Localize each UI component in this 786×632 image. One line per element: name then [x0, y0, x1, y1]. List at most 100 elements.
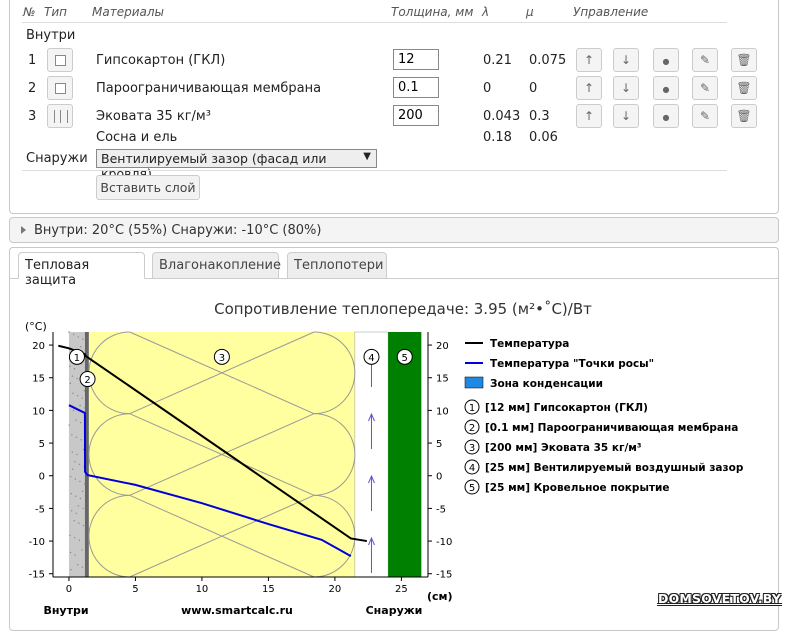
- header-divider: [22, 22, 727, 23]
- insert-layer-button[interactable]: Вставить слой: [96, 175, 200, 200]
- insulation-loop-left: [88, 494, 130, 578]
- trash-icon: 🗑: [736, 109, 752, 123]
- results-panel: Тепловая защита Влагонакопление Теплопот…: [9, 247, 779, 631]
- gypsum-speckle: [72, 409, 75, 412]
- layer-type-button[interactable]: [47, 76, 73, 100]
- layer-type-button[interactable]: [47, 104, 73, 128]
- gypsum-speckle: [79, 497, 82, 500]
- insulation-pattern: [88, 331, 356, 578]
- tab-heat-loss[interactable]: Теплопотери: [287, 252, 387, 279]
- x-tick-label: 5: [132, 584, 138, 595]
- col-type-header: Тип: [44, 5, 67, 19]
- gypsum-speckle: [69, 365, 71, 367]
- bottom-left-label: Внутри: [43, 604, 88, 617]
- extra-row-mu: 0.06: [529, 130, 558, 145]
- tab-moisture[interactable]: Влагонакопление: [152, 252, 281, 279]
- legend-layer-label: [12 мм] Гипсокартон (ГКЛ): [485, 402, 648, 414]
- thickness-input[interactable]: [393, 105, 439, 126]
- layer-mu: 0.3: [529, 109, 550, 124]
- gypsum-speckle: [73, 519, 75, 522]
- pencil-button[interactable]: ✎: [692, 48, 718, 72]
- gypsum-speckle: [75, 512, 77, 514]
- layer-marker-label-3: 3: [219, 353, 225, 364]
- y-tick-label-right: -10: [436, 537, 452, 548]
- legend-layer-number: 2: [469, 423, 475, 434]
- outside-layer-select[interactable]: Вентилируемый зазор (фасад или кровля) ▼: [96, 149, 377, 181]
- thickness-input[interactable]: [393, 49, 439, 70]
- pencil-button[interactable]: ✎: [692, 104, 718, 128]
- dot-button[interactable]: ●: [653, 104, 679, 128]
- insulation-diag: [129, 413, 315, 496]
- arrow-down-button[interactable]: ↓: [613, 104, 639, 128]
- expand-triangle-icon: [21, 226, 26, 234]
- extra-row-name: Сосна и ель: [96, 130, 178, 145]
- gypsum-speckle: [81, 490, 84, 492]
- layer-marker-4: [363, 348, 380, 365]
- arrow-down-button[interactable]: ↓: [613, 76, 639, 100]
- gypsum-speckle: [82, 507, 84, 510]
- y-tick-label-left: 0: [39, 472, 45, 483]
- layer-marker-5: [396, 348, 413, 365]
- airflow-arrowhead-icon: [368, 474, 375, 484]
- gypsum-speckle: [78, 463, 81, 465]
- gypsum-speckle: [74, 537, 76, 539]
- layer-marker-label-4: 4: [368, 353, 374, 364]
- arrow-up-button[interactable]: ↑: [576, 104, 602, 128]
- square-icon: [55, 83, 66, 94]
- trash-icon: 🗑: [736, 53, 752, 67]
- dot-button[interactable]: ●: [653, 48, 679, 72]
- y-tick-label-left: 15: [32, 374, 45, 385]
- arrow-up-icon: ↑: [583, 109, 595, 123]
- x-tick-label: 25: [395, 584, 408, 595]
- chart-title: Сопротивление теплопередаче: 3.95 (м²•˚C…: [214, 300, 592, 318]
- layer-band-2: [84, 332, 89, 577]
- gypsum-speckle: [70, 475, 72, 478]
- gypsum-speckle: [75, 419, 77, 421]
- outside-divider: [22, 170, 727, 171]
- dot-button[interactable]: ●: [653, 76, 679, 100]
- y-tick-label-right: -15: [436, 570, 452, 581]
- tab-thermal-protection[interactable]: Тепловая защита: [18, 252, 145, 288]
- gypsum-speckle: [69, 551, 72, 554]
- arrow-up-button[interactable]: ↑: [576, 76, 602, 100]
- conditions-text: Внутри: 20°C (55%) Снаружи: -10°C (80%): [34, 223, 322, 238]
- legend-series-label: Температура: [490, 338, 569, 350]
- arrow-up-icon: ↑: [583, 81, 595, 95]
- row-number: 2: [28, 81, 37, 96]
- trash-button[interactable]: 🗑: [731, 104, 757, 128]
- y-tick-label-right: 10: [436, 406, 449, 417]
- arrow-up-icon: ↑: [583, 53, 595, 67]
- layer-type-button[interactable]: [47, 48, 73, 72]
- gypsum-speckle: [77, 505, 80, 507]
- gypsum-speckle: [70, 510, 73, 512]
- legend-layer-label: [0.1 мм] Пароограничивающая мембрана: [485, 422, 738, 434]
- pencil-button[interactable]: ✎: [692, 76, 718, 100]
- gypsum-speckle: [75, 436, 78, 439]
- extra-row-lambda: 0.18: [483, 130, 512, 145]
- insulation-diag: [129, 331, 315, 415]
- trash-button[interactable]: 🗑: [731, 48, 757, 72]
- y-tick-label-right: 5: [436, 439, 442, 450]
- conditions-bar[interactable]: Внутри: 20°C (55%) Снаружи: -10°C (80%): [9, 217, 779, 243]
- x-tick-label: 0: [66, 584, 72, 595]
- insulation-loop-right: [314, 494, 356, 578]
- x-axis-unit: (см): [427, 590, 453, 603]
- arrow-up-button[interactable]: ↑: [576, 48, 602, 72]
- layer-lambda: 0: [483, 81, 492, 96]
- legend-layer-label: [25 мм] Вентилируемый воздушный зазор: [485, 462, 744, 474]
- insulation-loop-right: [314, 413, 356, 496]
- y-tick-label-right: 0: [436, 472, 442, 483]
- dropdown-arrow-icon: ▼: [363, 151, 371, 162]
- arrow-down-button[interactable]: ↓: [613, 48, 639, 72]
- thickness-input[interactable]: [393, 77, 439, 98]
- legend-layer-marker: [464, 399, 480, 415]
- gypsum-speckle: [71, 375, 74, 377]
- legend-series-label: Температура "Точки росы": [490, 358, 654, 370]
- pencil-icon: ✎: [699, 53, 711, 67]
- outside-label: Снаружи: [26, 151, 88, 166]
- dot-icon: ●: [662, 57, 670, 66]
- y-tick-label-left: -15: [29, 570, 45, 581]
- gypsum-speckle: [79, 421, 82, 424]
- col-thickness-header: Толщина, мм: [391, 5, 474, 19]
- trash-button[interactable]: 🗑: [731, 76, 757, 100]
